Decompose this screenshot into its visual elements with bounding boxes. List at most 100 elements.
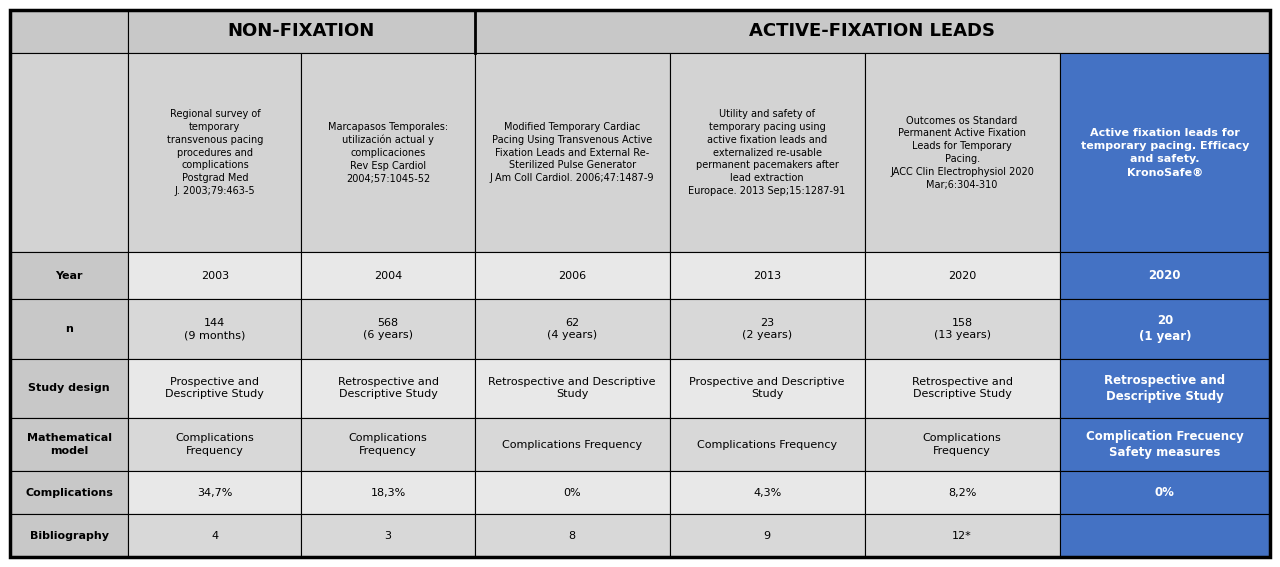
Bar — [475, 471, 669, 514]
Bar — [475, 10, 1270, 53]
Bar — [669, 359, 864, 418]
Bar — [1060, 418, 1270, 471]
Bar — [475, 359, 669, 418]
Bar — [1060, 299, 1270, 359]
Text: 2013: 2013 — [753, 271, 781, 281]
Bar — [864, 252, 1060, 299]
Text: 0%: 0% — [563, 488, 581, 498]
Text: 568
(6 years): 568 (6 years) — [364, 318, 413, 340]
Text: 3: 3 — [384, 531, 392, 540]
Bar — [475, 299, 669, 359]
Text: n: n — [65, 324, 73, 334]
Bar — [1060, 359, 1270, 418]
Text: 4,3%: 4,3% — [753, 488, 781, 498]
Bar — [128, 299, 302, 359]
Text: Retrospective and
Descriptive Study: Retrospective and Descriptive Study — [911, 377, 1012, 400]
Text: Modified Temporary Cardiac
Pacing Using Transvenous Active
Fixation Leads and Ex: Modified Temporary Cardiac Pacing Using … — [490, 122, 654, 183]
Bar — [475, 514, 669, 557]
Text: Complications
Frequency: Complications Frequency — [175, 433, 255, 456]
Bar — [864, 471, 1060, 514]
Text: Prospective and
Descriptive Study: Prospective and Descriptive Study — [165, 377, 265, 400]
Text: 2003: 2003 — [201, 271, 229, 281]
Bar — [1060, 514, 1270, 557]
Bar — [475, 418, 669, 471]
Bar — [302, 299, 475, 359]
Bar — [10, 418, 128, 471]
Text: Retrospective and Descriptive
Study: Retrospective and Descriptive Study — [488, 377, 655, 400]
Text: 4: 4 — [211, 531, 219, 540]
Text: Retrospective and
Descriptive Study: Retrospective and Descriptive Study — [1105, 374, 1225, 403]
Text: 8: 8 — [568, 531, 576, 540]
Bar — [128, 471, 302, 514]
Bar — [864, 418, 1060, 471]
Text: ACTIVE-FIXATION LEADS: ACTIVE-FIXATION LEADS — [749, 23, 996, 40]
Text: Mathematical
model: Mathematical model — [27, 433, 111, 456]
Bar — [302, 514, 475, 557]
Text: Marcapasos Temporales:
utilización actual y
complicaciones
Rev Esp Cardiol
2004;: Marcapasos Temporales: utilización actua… — [328, 122, 448, 184]
Text: 8,2%: 8,2% — [948, 488, 977, 498]
Bar — [864, 359, 1060, 418]
Bar — [10, 299, 128, 359]
Text: 2004: 2004 — [374, 271, 402, 281]
Text: 2020: 2020 — [948, 271, 977, 281]
Text: 34,7%: 34,7% — [197, 488, 233, 498]
Text: 20
(1 year): 20 (1 year) — [1139, 315, 1192, 344]
Bar — [10, 252, 128, 299]
Bar — [128, 359, 302, 418]
Bar — [669, 252, 864, 299]
Text: Complications
Frequency: Complications Frequency — [923, 433, 1001, 456]
Bar — [10, 10, 128, 53]
Bar — [10, 471, 128, 514]
Text: Outcomes os Standard
Permanent Active Fixation
Leads for Temporary
Pacing.
JACC : Outcomes os Standard Permanent Active Fi… — [890, 116, 1034, 189]
Bar — [128, 252, 302, 299]
Bar — [302, 359, 475, 418]
Text: Retrospective and
Descriptive Study: Retrospective and Descriptive Study — [338, 377, 439, 400]
Bar — [128, 418, 302, 471]
Bar — [864, 53, 1060, 252]
Text: Year: Year — [55, 271, 83, 281]
Bar — [669, 299, 864, 359]
Text: Prospective and Descriptive
Study: Prospective and Descriptive Study — [690, 377, 845, 400]
Text: NON-FIXATION: NON-FIXATION — [228, 23, 375, 40]
Text: 23
(2 years): 23 (2 years) — [742, 318, 792, 340]
Bar — [10, 514, 128, 557]
Text: Study design: Study design — [28, 383, 110, 393]
Text: 2006: 2006 — [558, 271, 586, 281]
Bar — [302, 53, 475, 252]
Bar — [128, 53, 302, 252]
Bar — [302, 471, 475, 514]
Text: 2020: 2020 — [1148, 269, 1181, 282]
Text: Complications: Complications — [26, 488, 113, 498]
Text: 9: 9 — [764, 531, 771, 540]
Bar — [1060, 53, 1270, 252]
Text: 18,3%: 18,3% — [370, 488, 406, 498]
Bar — [302, 418, 475, 471]
Text: 62
(4 years): 62 (4 years) — [547, 318, 598, 340]
Bar — [475, 252, 669, 299]
Text: 12*: 12* — [952, 531, 972, 540]
Bar — [669, 471, 864, 514]
Bar — [475, 53, 669, 252]
Bar — [10, 359, 128, 418]
Bar — [669, 514, 864, 557]
Bar — [1060, 471, 1270, 514]
Text: Bibliography: Bibliography — [29, 531, 109, 540]
Bar — [128, 10, 475, 53]
Bar — [864, 514, 1060, 557]
Text: 158
(13 years): 158 (13 years) — [933, 318, 991, 340]
Text: 0%: 0% — [1155, 486, 1175, 499]
Bar — [864, 299, 1060, 359]
Text: Utility and safety of
temporary pacing using
active fixation leads and
externali: Utility and safety of temporary pacing u… — [689, 109, 846, 196]
Text: Complications
Frequency: Complications Frequency — [348, 433, 428, 456]
Bar — [669, 53, 864, 252]
Bar — [1060, 252, 1270, 299]
Bar — [302, 252, 475, 299]
Text: Active fixation leads for
temporary pacing. Efficacy
and safety.
KronoSafe®: Active fixation leads for temporary paci… — [1080, 128, 1249, 177]
Text: Regional survey of
temporary
transvenous pacing
procedures and
complications
Pos: Regional survey of temporary transvenous… — [166, 109, 264, 196]
Text: Complication Frecuency
Safety measures: Complication Frecuency Safety measures — [1085, 430, 1244, 459]
Bar — [128, 514, 302, 557]
Text: Complications Frequency: Complications Frequency — [502, 439, 643, 450]
Text: 144
(9 months): 144 (9 months) — [184, 318, 246, 340]
Bar — [10, 53, 128, 252]
Text: Complications Frequency: Complications Frequency — [698, 439, 837, 450]
